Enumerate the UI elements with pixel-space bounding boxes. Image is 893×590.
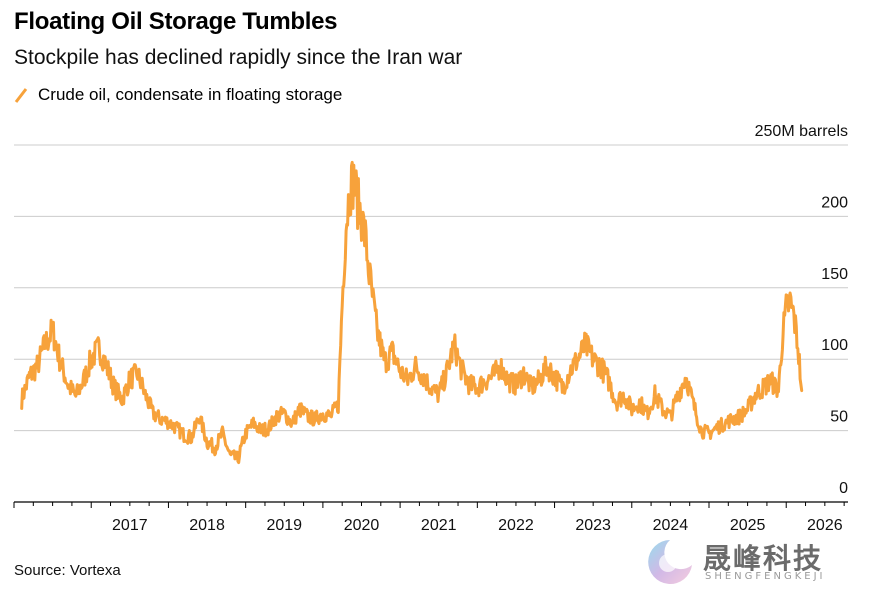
- legend: Crude oil, condensate in floating storag…: [14, 85, 342, 105]
- x-tick-label: 2018: [189, 517, 225, 534]
- watermark-cn-text: 晟峰科技: [703, 542, 824, 575]
- x-tick-label: 2020: [344, 517, 380, 534]
- chart-title: Floating Oil Storage Tumbles: [14, 8, 338, 35]
- chart-subtitle: Stockpile has declined rapidly since the…: [14, 46, 463, 69]
- x-tick-label: 2023: [575, 517, 611, 534]
- y-tick-label: 150: [821, 266, 848, 283]
- x-tick-label: 2026: [807, 517, 843, 534]
- series-line: [20, 160, 804, 465]
- x-tick-label: 2025: [730, 517, 766, 534]
- watermark-logo-icon: [648, 540, 692, 584]
- y-tick-label: 50: [830, 409, 848, 426]
- x-tick-label: 2024: [653, 517, 689, 534]
- x-tick-label: 2021: [421, 517, 457, 534]
- y-tick-label: 0: [839, 480, 848, 497]
- x-tick-label: 2019: [266, 517, 302, 534]
- legend-label: Crude oil, condensate in floating storag…: [38, 85, 343, 104]
- x-tick-label: 2022: [498, 517, 534, 534]
- y-tick-label: 100: [821, 337, 848, 354]
- watermark-en-text: SHENGFENGKEJI: [705, 571, 826, 582]
- watermark: 晟峰科技 SHENGFENGKEJI: [640, 535, 880, 585]
- legend-line-icon: [14, 87, 28, 103]
- chart-area: 0 50 100 150 200 250M barrels 2017 2018 2019 2020…: [13, 123, 848, 534]
- y-tick-label: 250M barrels: [755, 123, 848, 140]
- x-tick-label: 2017: [112, 517, 148, 534]
- y-tick-label: 200: [821, 194, 848, 211]
- source-note: Source: Vortexa: [14, 562, 121, 579]
